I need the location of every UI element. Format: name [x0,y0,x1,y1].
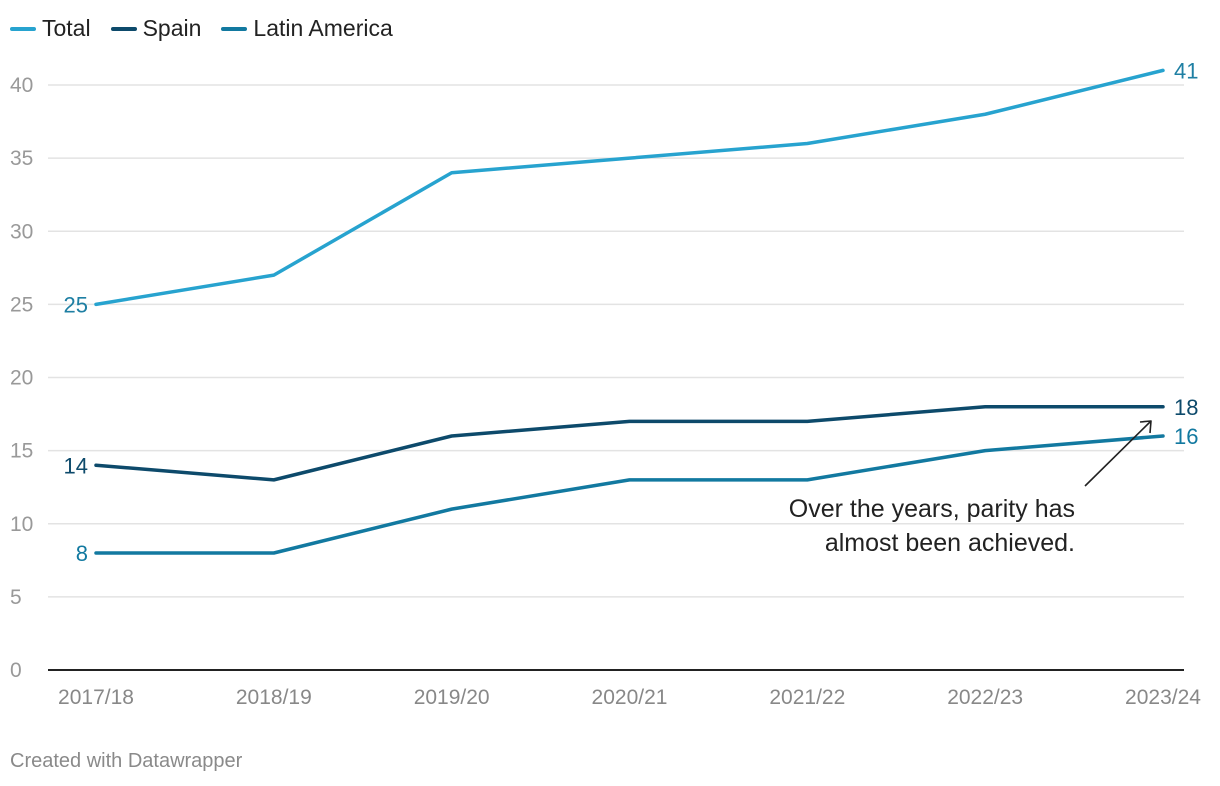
y-tick-label-35: 35 [10,147,33,170]
y-tick-label-25: 25 [10,293,33,316]
y-tick-label-10: 10 [10,513,33,536]
series-line-spain [94,405,1165,482]
data-label-latin-america-2023-24: 16 [1174,424,1198,449]
data-label-spain-2017-18: 14 [64,453,88,478]
y-tick-label-15: 15 [10,440,33,463]
y-tick-label-30: 30 [10,220,33,243]
legend-swatch-spain [110,26,137,31]
annotation-arrow-head [1139,420,1152,434]
x-tick-label-2018-19: 2018/19 [236,686,312,709]
legend-item-spain: Spain [110,15,202,42]
legend-label-total: Total [42,15,91,41]
legend-label-spain: Spain [142,15,202,41]
x-tick-label-2021-22: 2021/22 [769,686,845,709]
footer-credit: Created with Datawrapper [10,750,243,772]
data-label-total-2023-24: 41 [1174,58,1198,83]
legend-item-latin-america: Latin America [221,15,393,42]
x-tick-label-2017-18: 2017/18 [58,686,134,709]
legend-item-total: Total [10,15,91,42]
y-tick-label-5: 5 [10,586,22,609]
legend-swatch-total [10,26,36,31]
legend: Total Spain Latin America [10,15,393,42]
y-tick-label-0: 0 [10,659,22,682]
x-tick-label-2023-24: 2023/24 [1125,686,1201,709]
x-tick-label-2022-23: 2022/23 [947,686,1023,709]
annotation-text-line-1: Over the years, parity has [789,495,1075,523]
data-label-latin-america-2017-18: 8 [76,541,88,566]
series-line-total [94,68,1165,307]
data-label-total-2017-18: 25 [64,292,88,317]
data-label-spain-2023-24: 18 [1174,395,1198,420]
x-tick-label-2020-21: 2020/21 [592,686,668,709]
series-line-latin-america [94,434,1165,555]
legend-label-latin-america: Latin America [253,15,393,41]
legend-swatch-latin-america [221,26,248,31]
y-tick-label-40: 40 [10,74,33,97]
x-tick-label-2019-20: 2019/20 [414,686,490,709]
annotation-arrow-line [1084,420,1152,487]
y-tick-label-20: 20 [10,367,33,390]
annotation-text-line-2: almost been achieved. [825,529,1075,557]
